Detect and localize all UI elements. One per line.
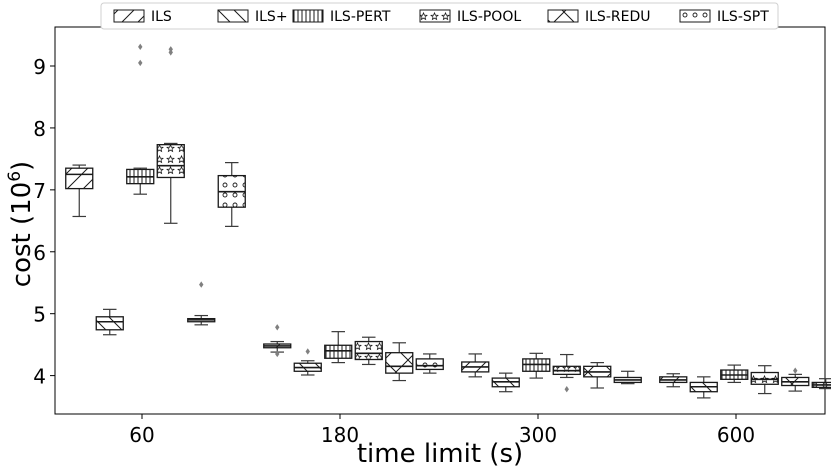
iqr-box bbox=[385, 352, 414, 374]
outlier-point bbox=[275, 324, 280, 331]
legend-swatch bbox=[419, 9, 451, 23]
box-circle bbox=[613, 370, 642, 385]
box-slash bbox=[461, 353, 490, 378]
legend-label: ILS bbox=[151, 9, 172, 25]
box-vertical bbox=[720, 364, 749, 384]
iqr-box bbox=[750, 371, 779, 385]
box-cross bbox=[385, 342, 414, 382]
box-star bbox=[354, 336, 383, 366]
outlier-point bbox=[793, 367, 798, 374]
legend-label: ILS+ bbox=[255, 9, 288, 25]
box-circle bbox=[217, 162, 246, 227]
box-star bbox=[552, 353, 581, 393]
legend-item: ILS+ bbox=[217, 9, 288, 25]
box-circle bbox=[811, 378, 831, 390]
y-tick-label: 5 bbox=[33, 303, 46, 327]
box-backslash bbox=[689, 376, 718, 399]
x-axis-title: time limit (s) bbox=[357, 439, 523, 469]
legend-swatch bbox=[679, 9, 711, 23]
legend-item: ILS-POOL bbox=[419, 9, 521, 25]
box-cross bbox=[583, 362, 612, 389]
iqr-box bbox=[324, 344, 353, 359]
outlier-point bbox=[138, 59, 143, 67]
legend: ILS ILS+ ILS-PERT ILS-POOL ILS-REDU ILS-SPT bbox=[100, 2, 779, 30]
box-slash bbox=[263, 324, 292, 358]
box-backslash bbox=[293, 348, 322, 376]
legend-item: ILS-REDU bbox=[547, 9, 650, 25]
boxes bbox=[65, 43, 831, 399]
legend-label: ILS-SPT bbox=[717, 9, 769, 25]
box-slash bbox=[659, 373, 688, 388]
box-cross bbox=[781, 367, 810, 392]
y-tick-label: 6 bbox=[33, 241, 46, 265]
iqr-box bbox=[156, 143, 185, 179]
outlier-point bbox=[305, 348, 310, 355]
outlier-point bbox=[199, 281, 204, 288]
box-slash bbox=[65, 164, 94, 218]
box-backslash bbox=[95, 308, 124, 336]
y-axis-title-main: cost (10 bbox=[7, 182, 37, 287]
box-circle bbox=[187, 281, 216, 326]
outlier-point bbox=[564, 386, 569, 393]
y-tick-label: 7 bbox=[33, 179, 46, 203]
legend-swatch bbox=[113, 9, 145, 23]
y-tick-label: 9 bbox=[33, 55, 46, 79]
y-axis-title-exponent: 6 bbox=[5, 171, 25, 182]
legend-label: ILS-POOL bbox=[457, 9, 521, 25]
y-axis-title: cost (106) bbox=[5, 161, 37, 287]
iqr-box bbox=[65, 167, 94, 190]
x-tick-label: 300 bbox=[519, 423, 557, 447]
box-vertical bbox=[324, 331, 353, 364]
outlier-point bbox=[275, 350, 280, 358]
legend-swatch bbox=[292, 9, 324, 23]
y-tick-label: 4 bbox=[33, 365, 46, 389]
legend-item: ILS bbox=[113, 9, 172, 25]
iqr-box bbox=[354, 340, 383, 361]
box-vertical bbox=[522, 352, 551, 379]
box-vertical bbox=[126, 43, 155, 195]
outlier-point bbox=[138, 43, 143, 51]
legend-label: ILS-REDU bbox=[585, 9, 650, 25]
legend-label: ILS-PERT bbox=[330, 9, 391, 25]
y-tick-label: 8 bbox=[33, 117, 46, 141]
box-circle bbox=[415, 353, 444, 374]
box-backslash bbox=[491, 372, 520, 393]
x-tick-label: 600 bbox=[717, 423, 755, 447]
legend-swatch bbox=[547, 9, 579, 23]
iqr-box bbox=[95, 316, 124, 331]
legend-item: ILS-PERT bbox=[292, 9, 391, 25]
outlier-point bbox=[168, 46, 173, 53]
iqr-box bbox=[415, 358, 444, 371]
box-star bbox=[750, 365, 779, 395]
x-tick-label: 60 bbox=[129, 423, 154, 447]
x-tick-label: 180 bbox=[321, 423, 359, 447]
axes: 4 5 6 7 8 9 60 180 300 600 bbox=[33, 26, 826, 447]
legend-swatch bbox=[217, 9, 249, 23]
box-star bbox=[156, 46, 185, 224]
y-axis-title-close: ) bbox=[7, 161, 37, 171]
legend-item: ILS-SPT bbox=[679, 9, 769, 25]
